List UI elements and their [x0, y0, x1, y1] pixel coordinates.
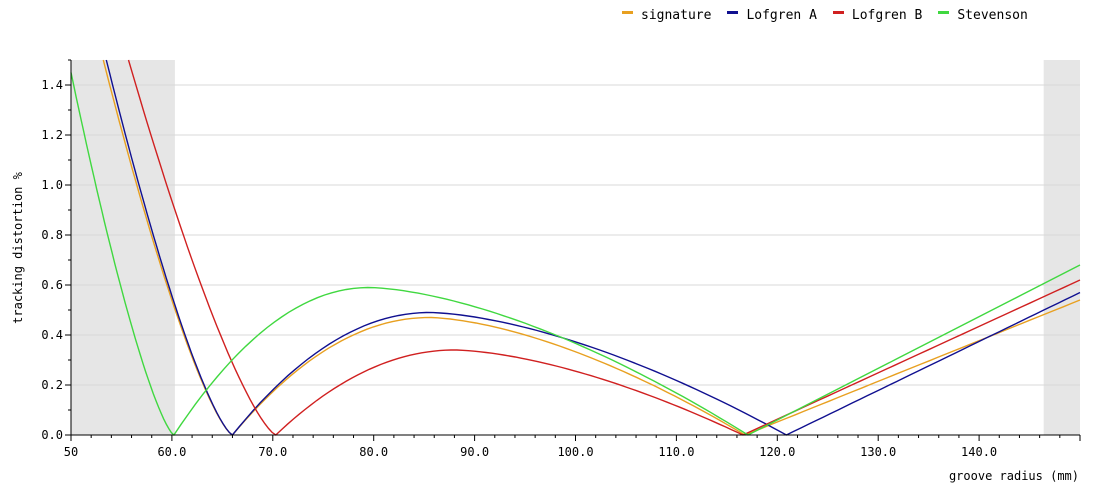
- y-tick-label: 0.2: [41, 378, 63, 392]
- shaded-region-0: [71, 60, 175, 435]
- y-tick-label: 0.6: [41, 278, 63, 292]
- legend-item: signature: [622, 8, 711, 23]
- x-tick-label: 100.0: [557, 445, 593, 459]
- shaded-region-1: [1043, 60, 1080, 435]
- y-tick-label: 0.0: [41, 428, 63, 442]
- x-tick-label: 130.0: [860, 445, 896, 459]
- y-tick-label: 1.0: [41, 178, 63, 192]
- x-tick-label: 80.0: [359, 445, 388, 459]
- legend-item: Lofgren A: [727, 8, 817, 23]
- shaded-regions: [71, 60, 1080, 435]
- series-lines: [70, 59, 1081, 437]
- y-axis-label: tracking distortion %: [11, 171, 25, 323]
- x-tick-label: 50: [64, 445, 78, 459]
- series-line-stevenson: [70, 72, 1081, 437]
- x-tick-label: 140.0: [961, 445, 997, 459]
- series-line-signature: [102, 59, 1081, 436]
- legend-item: Stevenson: [938, 8, 1028, 23]
- x-tick-label: 110.0: [658, 445, 694, 459]
- series-line-lofgren-b: [127, 59, 1081, 436]
- chart-legend: signature Lofgren A Lofgren B Stevenson: [622, 8, 1044, 23]
- grid-lines: [71, 84, 1080, 386]
- legend-swatch: [832, 11, 844, 14]
- series-line-lofgren-a: [105, 59, 1081, 436]
- legend-item: Lofgren B: [832, 8, 923, 23]
- axes: 50 60.0 70.0 80.0 90.0 100.0 110.0 120.0 130.0 14…: [41, 59, 1081, 459]
- legend-swatch: [938, 11, 950, 14]
- legend-label: signature: [641, 8, 712, 23]
- y-tick-label: 1.4: [41, 78, 63, 92]
- legend-label: Lofgren A: [746, 8, 817, 23]
- legend-label: Stevenson: [957, 8, 1028, 23]
- x-axis-label: groove radius (mm): [949, 469, 1079, 483]
- y-tick-label: 0.4: [41, 328, 63, 342]
- x-tick-label: 90.0: [460, 445, 489, 459]
- x-tick-label: 120.0: [759, 445, 795, 459]
- legend-label: Lofgren B: [851, 8, 923, 23]
- legend-swatch: [727, 11, 739, 14]
- legend-swatch: [622, 11, 633, 14]
- y-tick-label: 1.2: [41, 128, 63, 142]
- x-tick-label: 70.0: [258, 445, 287, 459]
- x-tick-label: 60.0: [157, 445, 186, 459]
- y-tick-label: 0.8: [41, 228, 63, 242]
